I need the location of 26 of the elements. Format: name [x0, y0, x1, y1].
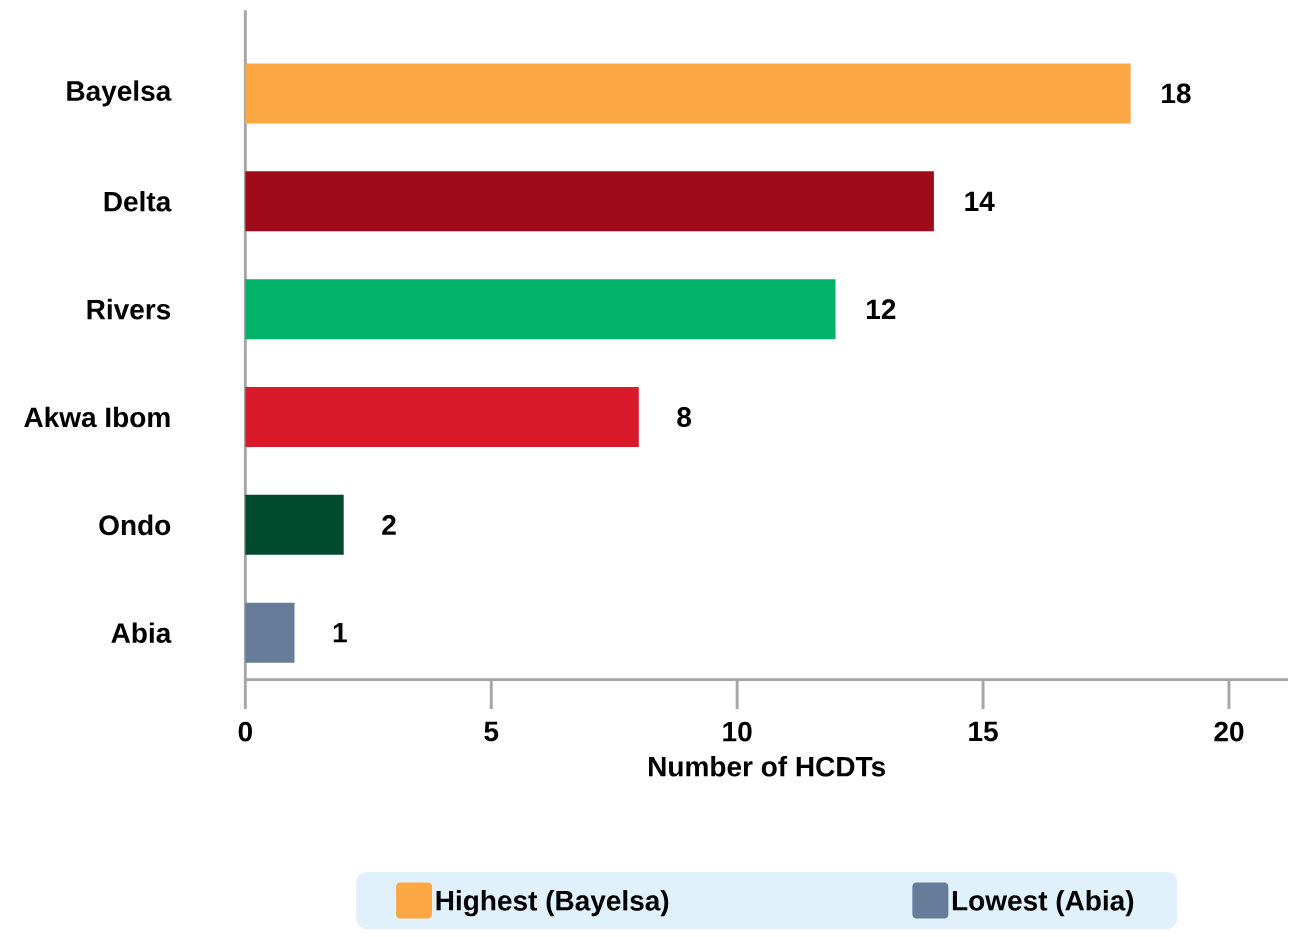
data-label: 1	[333, 623, 347, 643]
y-tick-label: Abia	[111, 622, 172, 644]
x-tick-label: 0	[238, 721, 252, 742]
data-label: 18	[1162, 83, 1191, 104]
x-tick-label: 15	[969, 721, 998, 742]
bar	[245, 171, 934, 232]
bar	[245, 602, 295, 663]
x-tick-label: 5	[484, 721, 499, 742]
data-label: 2	[382, 515, 396, 535]
data-label: 12	[867, 299, 896, 319]
x-tick-label: 20	[1214, 721, 1244, 742]
y-tick-label: Akwa Ibom	[24, 406, 170, 428]
y-tick-label: Delta	[104, 190, 172, 212]
bar	[245, 63, 1131, 124]
data-label: 8	[677, 407, 692, 427]
bar	[245, 279, 836, 340]
bar	[245, 494, 344, 555]
legend-label: Lowest (Abia)	[952, 890, 1134, 917]
y-tick-label: Ondo	[99, 514, 171, 536]
y-tick-label: Rivers	[87, 298, 171, 320]
data-label: 14	[965, 191, 995, 211]
bar	[245, 387, 639, 447]
x-axis-title: Number of HCDTs	[649, 756, 886, 777]
legend-label: Highest (Bayelsa)	[436, 890, 669, 917]
x-tick-label: 10	[723, 721, 752, 742]
y-tick-label: Bayelsa	[67, 80, 172, 107]
